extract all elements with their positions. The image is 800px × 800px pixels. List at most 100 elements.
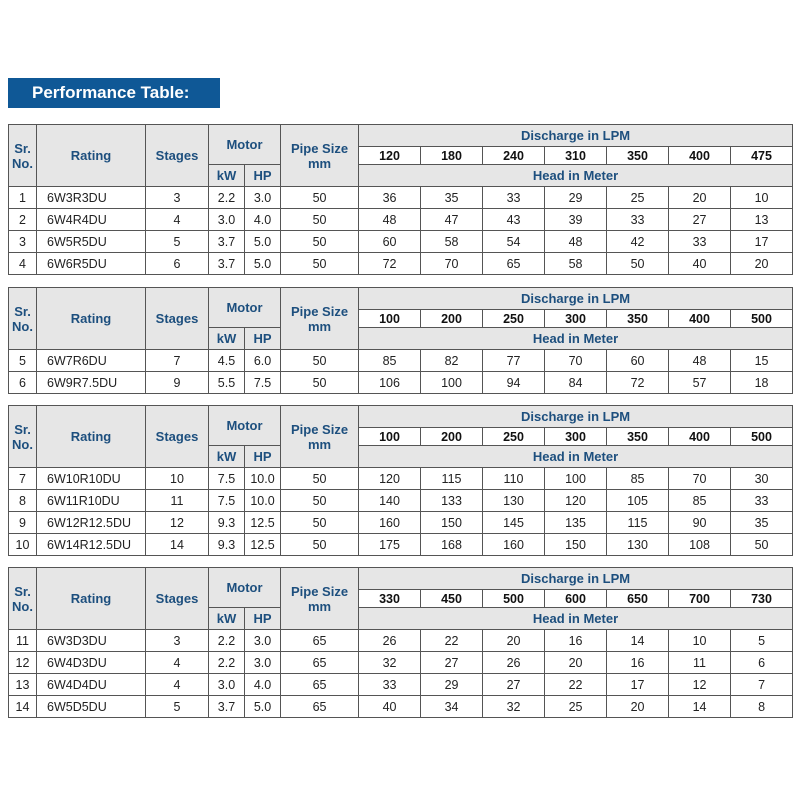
hp-cell: 12.5: [243, 511, 282, 534]
hp-cell: 12.5: [243, 533, 282, 556]
rating-cell: 6W6R5DU: [36, 252, 146, 275]
head-cell: 175: [358, 533, 422, 556]
head-cell: 33: [606, 208, 670, 231]
hp-cell: 7.5: [243, 371, 282, 394]
head-cell: 17: [606, 673, 670, 696]
header-stages: Stages: [145, 567, 209, 630]
head-cell: 120: [358, 467, 422, 490]
discharge-values-row: 120 180 240 310 350 400 475: [9, 146, 794, 165]
sr-no-cell: 10: [8, 533, 37, 556]
head-cell: 140: [358, 489, 422, 512]
head-cell: 17: [730, 230, 794, 253]
head-cell: 54: [482, 230, 546, 253]
head-cell: 70: [544, 349, 608, 372]
head-cell: 30: [730, 467, 794, 490]
performance-table: Sr. No. Rating Stages Motor Pipe Size mm Disc…: [8, 567, 794, 718]
hp-cell: 10.0: [243, 489, 282, 512]
head-cell: 33: [482, 186, 546, 209]
header-discharge: Discharge in LPM: [358, 567, 794, 590]
discharge-values-row: 100 200 250 300 350 400 500: [9, 427, 794, 446]
header-sr-no: Sr. No.: [8, 405, 37, 468]
sr-no-cell: 7: [8, 467, 37, 490]
head-cell: 12: [668, 673, 732, 696]
header-row: kW HP Head in Meter: [9, 327, 794, 350]
head-cell: 105: [606, 489, 670, 512]
head-cell: 33: [730, 489, 794, 512]
head-cell: 10: [668, 629, 732, 652]
discharge-value: 100: [358, 309, 422, 328]
pipe-size-cell: 50: [280, 186, 360, 209]
rating-cell: 6W9R7.5DU: [36, 371, 146, 394]
head-cell: 22: [544, 673, 608, 696]
header-pipe-size: Pipe Size mm: [280, 287, 360, 350]
hp-cell: 3.0: [243, 186, 282, 209]
pipe-size-cell: 65: [280, 651, 360, 674]
head-cell: 72: [358, 252, 422, 275]
table-row: 12 6W4D3DU 4 2.2 3.0 65 32 27 26 20 16 11 6: [8, 651, 794, 674]
stages-cell: 10: [145, 467, 209, 490]
pipe-size-cell: 50: [280, 371, 360, 394]
head-cell: 160: [482, 533, 546, 556]
head-cell: 20: [482, 629, 546, 652]
kw-cell: 3.0: [208, 208, 245, 231]
header-kw: kW: [208, 445, 245, 468]
pipe-size-cell: 50: [280, 511, 360, 534]
head-cell: 27: [668, 208, 732, 231]
sr-no-cell: 13: [8, 673, 37, 696]
stages-cell: 4: [145, 208, 209, 231]
hp-cell: 10.0: [243, 467, 282, 490]
pipe-size-cell: 65: [280, 695, 360, 718]
hp-cell: 5.0: [243, 252, 282, 275]
pipe-size-cell: 50: [280, 533, 360, 556]
kw-cell: 4.5: [208, 349, 245, 372]
rating-cell: 6W3D3DU: [36, 629, 146, 652]
head-cell: 20: [606, 695, 670, 718]
kw-cell: 3.0: [208, 673, 245, 696]
header-sr-no: Sr. No.: [8, 287, 37, 350]
stages-cell: 4: [145, 651, 209, 674]
pipe-size-cell: 50: [280, 349, 360, 372]
head-cell: 35: [420, 186, 484, 209]
pipe-size-cell: 50: [280, 230, 360, 253]
header-hp: HP: [243, 607, 282, 630]
head-cell: 13: [730, 208, 794, 231]
rating-cell: 6W10R10DU: [36, 467, 146, 490]
head-cell: 106: [358, 371, 422, 394]
rating-cell: 6W11R10DU: [36, 489, 146, 512]
head-cell: 65: [482, 252, 546, 275]
discharge-value: 350: [606, 146, 670, 165]
head-cell: 40: [358, 695, 422, 718]
discharge-value: 400: [668, 309, 732, 328]
head-cell: 16: [606, 651, 670, 674]
sr-no-cell: 11: [8, 629, 37, 652]
head-cell: 108: [668, 533, 732, 556]
header-row: Sr. No. Rating Stages Motor Pipe Size mm Disc…: [8, 124, 794, 187]
kw-cell: 9.3: [208, 511, 245, 534]
pipe-size-cell: 50: [280, 208, 360, 231]
performance-table: Sr. No. Rating Stages Motor Pipe Size mm Disc…: [8, 124, 794, 275]
header-rating: Rating: [36, 405, 146, 468]
discharge-value: 330: [358, 589, 422, 608]
kw-cell: 3.7: [208, 695, 245, 718]
header-discharge: Discharge in LPM: [358, 287, 794, 310]
kw-cell: 2.2: [208, 629, 245, 652]
head-cell: 90: [668, 511, 732, 534]
header-row: Sr. No. Rating Stages Motor Pipe Size mm Disc…: [8, 567, 794, 630]
head-cell: 15: [730, 349, 794, 372]
rating-cell: 6W4R4DU: [36, 208, 146, 231]
head-cell: 145: [482, 511, 546, 534]
head-cell: 85: [668, 489, 732, 512]
rating-cell: 6W12R12.5DU: [36, 511, 146, 534]
header-motor: Motor: [207, 405, 282, 446]
header-head: Head in Meter: [358, 327, 794, 350]
head-cell: 60: [358, 230, 422, 253]
table-row: 3 6W5R5DU 5 3.7 5.0 50 60 58 54 48 42 33 17: [8, 230, 794, 253]
sr-no-cell: 4: [8, 252, 37, 275]
table-row: 11 6W3D3DU 3 2.2 3.0 65 26 22 20 16 14 10 5: [8, 629, 794, 652]
table-row: 4 6W6R5DU 6 3.7 5.0 50 72 70 65 58 50 40 20: [8, 252, 794, 275]
stages-cell: 7: [145, 349, 209, 372]
head-cell: 25: [606, 186, 670, 209]
head-cell: 36: [358, 186, 422, 209]
discharge-value: 300: [544, 309, 608, 328]
head-cell: 50: [606, 252, 670, 275]
